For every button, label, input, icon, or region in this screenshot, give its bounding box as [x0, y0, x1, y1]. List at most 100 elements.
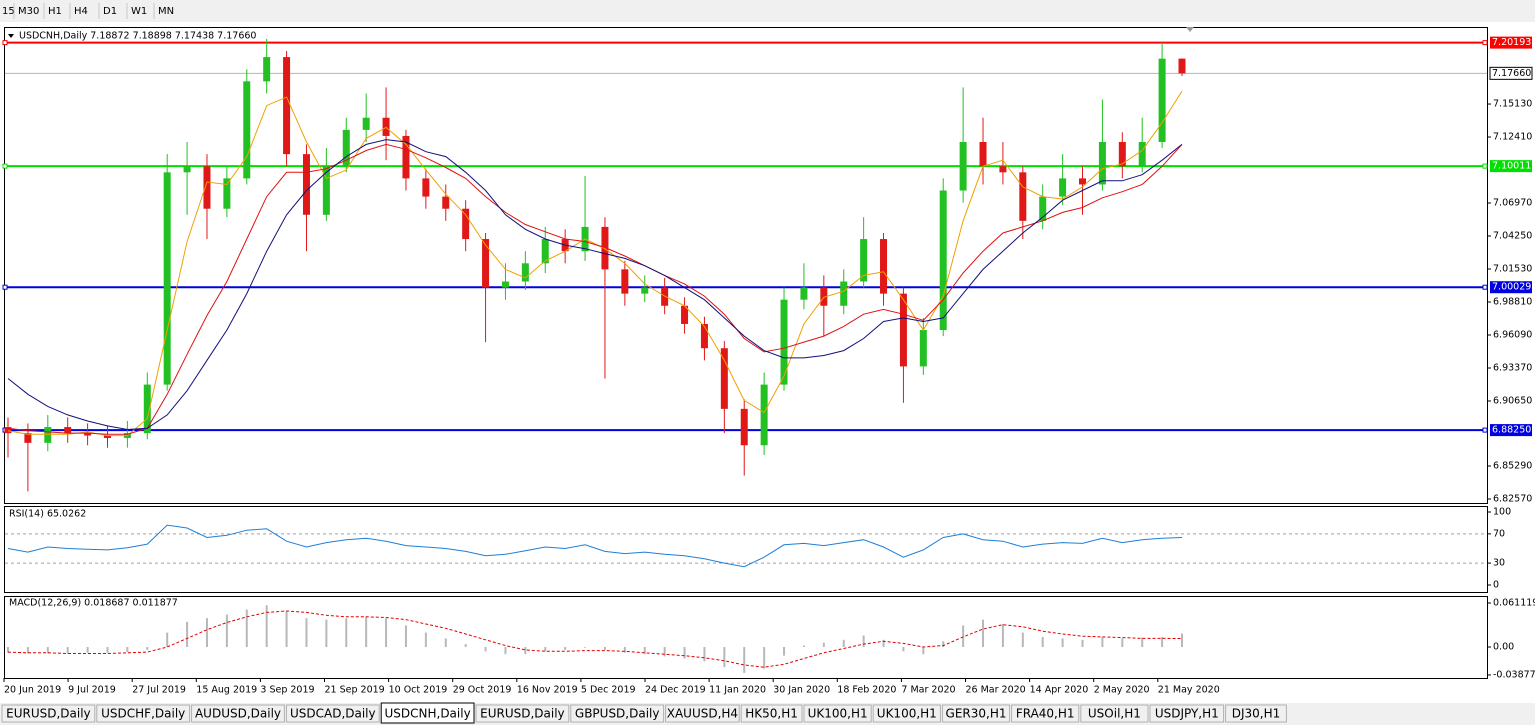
- y-tick-label: 6.85290: [1493, 461, 1532, 472]
- y-tick-label: 7.06970: [1493, 198, 1532, 209]
- candle-body: [322, 166, 330, 215]
- macd-bar: [862, 635, 865, 648]
- tab[interactable]: [1149, 704, 1225, 723]
- tab[interactable]: [1, 704, 96, 723]
- macd-bar: [802, 645, 805, 648]
- tab-label[interactable]: USOil,H1: [1088, 707, 1141, 721]
- tab[interactable]: [475, 704, 570, 723]
- tab[interactable]: [665, 704, 740, 723]
- x-tick-label: 15 Aug 2019: [196, 685, 257, 696]
- tab[interactable]: [803, 704, 872, 723]
- tab-label[interactable]: UK100,H1: [877, 707, 937, 721]
- x-tick-label: 18 Feb 2020: [837, 685, 896, 696]
- tab-label[interactable]: USDCAD,Daily: [290, 707, 376, 721]
- macd-bar: [345, 618, 348, 648]
- candle-body: [1178, 58, 1186, 74]
- macd-bar: [1021, 632, 1024, 648]
- tab-label[interactable]: USDCHF,Daily: [101, 707, 185, 721]
- macd-bar: [484, 647, 487, 652]
- candle-body: [999, 166, 1007, 173]
- x-tick-label: 24 Dec 2019: [645, 685, 706, 696]
- tab-label[interactable]: XAUUSD,H4: [667, 707, 738, 721]
- price-label-box: [1489, 66, 1533, 80]
- x-tick-label: 20 Jun 2019: [4, 685, 61, 696]
- candle-body: [501, 281, 509, 288]
- x-tick-label: 21 May 2020: [1158, 685, 1220, 696]
- tab[interactable]: [1080, 704, 1149, 723]
- macd-bar: [603, 647, 606, 650]
- macd-bar: [1061, 638, 1064, 648]
- candle-body: [621, 269, 629, 294]
- macd-bar: [1101, 636, 1104, 648]
- line-handle: [1482, 284, 1488, 290]
- line-handle: [1482, 40, 1488, 46]
- y-tick-label: 0.00: [1493, 642, 1514, 653]
- tab-label[interactable]: FRA40,H1: [1016, 707, 1075, 721]
- tab-label[interactable]: HK50,H1: [745, 707, 798, 721]
- macd-bar: [982, 619, 985, 648]
- x-tick-label: 26 Mar 2020: [966, 685, 1026, 696]
- tab-label[interactable]: EURUSD,Daily: [6, 707, 91, 721]
- macd-bar: [1121, 638, 1124, 648]
- tab[interactable]: [380, 702, 475, 724]
- price-label-box: [1490, 36, 1532, 49]
- tab-label[interactable]: DJ30,H1: [1232, 707, 1281, 721]
- tab[interactable]: [1225, 704, 1287, 723]
- candle-body: [800, 287, 808, 300]
- x-tick-label: 3 Sep 2019: [260, 685, 314, 696]
- tab[interactable]: [96, 704, 191, 723]
- tab[interactable]: [872, 704, 941, 723]
- tab-label[interactable]: USDCNH,Daily: [384, 707, 470, 721]
- macd-bar: [962, 625, 965, 648]
- indicator-title: MACD(12,26,9) 0.018687 0.011877: [9, 598, 178, 609]
- tab-label[interactable]: USDJPY,H1: [1155, 707, 1219, 721]
- candle-body: [362, 117, 370, 130]
- tab[interactable]: [740, 704, 803, 723]
- macd-bar: [106, 647, 109, 653]
- rsi-panel: [4, 506, 1488, 593]
- candle-body: [263, 57, 271, 82]
- macd-bar: [86, 647, 89, 653]
- tab[interactable]: [570, 704, 665, 723]
- timeframe-button[interactable]: W1: [131, 6, 147, 17]
- candle-body: [103, 435, 111, 438]
- candle-body: [919, 330, 927, 367]
- y-tick-label: 6.82570: [1493, 493, 1532, 504]
- timeframe-button[interactable]: H4: [74, 6, 88, 17]
- candle-body: [84, 433, 92, 436]
- macd-panel: [4, 596, 1488, 679]
- tab-label[interactable]: GER30,H1: [946, 707, 1007, 721]
- candle-body: [1118, 141, 1126, 167]
- macd-bar: [623, 647, 626, 653]
- moving-average: [7, 90, 1183, 437]
- timeframe-button[interactable]: H1: [48, 6, 62, 17]
- tab[interactable]: [1011, 704, 1080, 723]
- x-tick-label: 9 Jul 2019: [68, 685, 116, 696]
- x-tick-label: 5 Dec 2019: [581, 685, 636, 696]
- timeframe-button[interactable]: D1: [103, 6, 117, 17]
- tab[interactable]: [285, 704, 380, 723]
- tab-label[interactable]: GBPUSD,Daily: [575, 707, 660, 721]
- macd-bar: [524, 647, 527, 655]
- tab-label[interactable]: UK100,H1: [808, 707, 868, 721]
- tab-label[interactable]: AUDUSD,Daily: [195, 707, 281, 721]
- tab[interactable]: [941, 704, 1011, 723]
- macd-bar: [902, 647, 905, 652]
- x-tick-label: 27 Jul 2019: [132, 685, 186, 696]
- tab-label[interactable]: EURUSD,Daily: [480, 707, 565, 721]
- candle-body: [959, 141, 967, 191]
- signal-line: [7, 610, 1183, 668]
- tab[interactable]: [191, 704, 285, 723]
- timeframe-button[interactable]: MN: [158, 6, 174, 17]
- macd-bar: [882, 639, 885, 648]
- timeframe-button[interactable]: 15: [2, 6, 15, 17]
- price-label-box: [1490, 160, 1532, 173]
- timeframe-button[interactable]: M30: [18, 6, 39, 17]
- macd-bar: [146, 647, 149, 650]
- x-tick-label: 21 Sep 2019: [325, 685, 385, 696]
- line-handle: [2, 284, 8, 290]
- shift-marker: [1186, 27, 1194, 32]
- line-handle: [2, 40, 8, 46]
- macd-bar: [285, 610, 288, 648]
